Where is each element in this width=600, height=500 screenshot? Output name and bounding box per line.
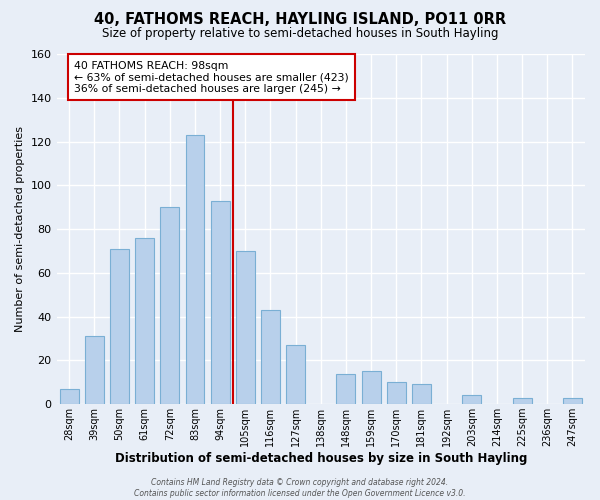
Y-axis label: Number of semi-detached properties: Number of semi-detached properties bbox=[15, 126, 25, 332]
Bar bbox=[236, 251, 255, 404]
Bar bbox=[85, 336, 104, 404]
Bar bbox=[463, 396, 481, 404]
Bar bbox=[362, 372, 380, 404]
Bar bbox=[110, 249, 129, 404]
Bar bbox=[512, 398, 532, 404]
Bar bbox=[337, 374, 355, 404]
Text: 40, FATHOMS REACH, HAYLING ISLAND, PO11 0RR: 40, FATHOMS REACH, HAYLING ISLAND, PO11 … bbox=[94, 12, 506, 28]
X-axis label: Distribution of semi-detached houses by size in South Hayling: Distribution of semi-detached houses by … bbox=[115, 452, 527, 465]
Bar bbox=[185, 135, 205, 404]
Text: Contains HM Land Registry data © Crown copyright and database right 2024.
Contai: Contains HM Land Registry data © Crown c… bbox=[134, 478, 466, 498]
Text: Size of property relative to semi-detached houses in South Hayling: Size of property relative to semi-detach… bbox=[102, 28, 498, 40]
Bar bbox=[59, 389, 79, 404]
Bar bbox=[261, 310, 280, 404]
Bar bbox=[286, 345, 305, 404]
Text: 40 FATHOMS REACH: 98sqm
← 63% of semi-detached houses are smaller (423)
36% of s: 40 FATHOMS REACH: 98sqm ← 63% of semi-de… bbox=[74, 60, 349, 94]
Bar bbox=[563, 398, 582, 404]
Bar bbox=[211, 200, 230, 404]
Bar bbox=[135, 238, 154, 404]
Bar bbox=[160, 207, 179, 404]
Bar bbox=[387, 382, 406, 404]
Bar bbox=[412, 384, 431, 404]
